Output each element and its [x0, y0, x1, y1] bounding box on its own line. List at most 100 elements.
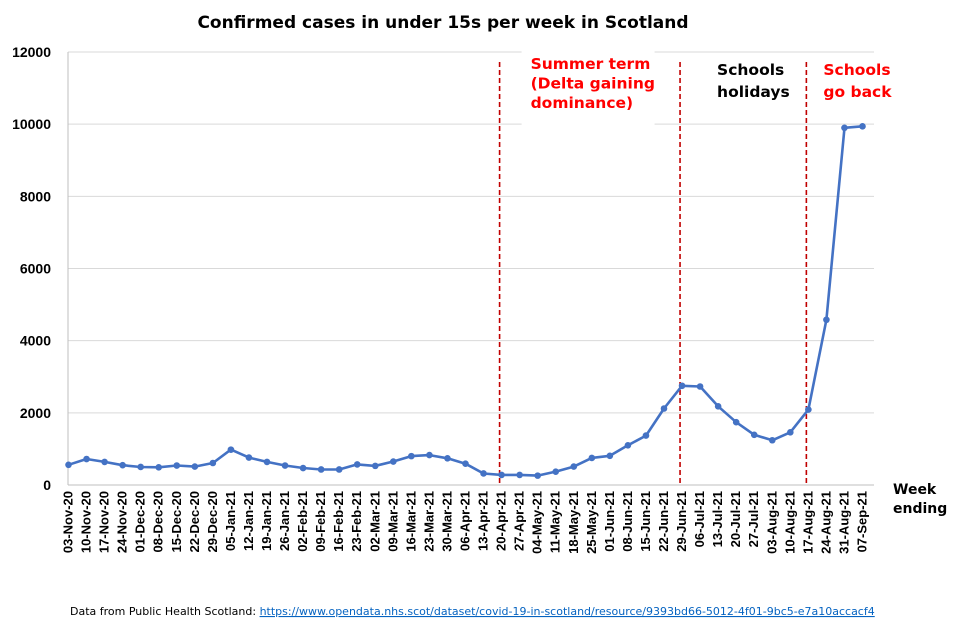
data-point	[570, 463, 578, 470]
annotation-background	[521, 50, 655, 127]
chart-title: Confirmed cases in under 15s per week in…	[197, 13, 688, 33]
data-point	[859, 123, 866, 130]
data-point	[137, 463, 144, 471]
x-tick-label: 31-Aug-21	[836, 491, 851, 554]
x-tick-label: 09-Feb-21	[313, 491, 328, 552]
data-point	[841, 124, 848, 132]
x-tick-label: 06-Jul-21	[692, 491, 707, 547]
x-tick-label: 03-Aug-21	[764, 491, 779, 554]
data-point	[191, 463, 199, 470]
data-point	[498, 471, 505, 479]
data-point	[534, 472, 541, 479]
data-point	[263, 458, 271, 466]
data-point	[335, 466, 343, 473]
x-tick-label: 16-Feb-21	[331, 491, 346, 552]
data-point	[101, 458, 108, 466]
data-point	[83, 455, 90, 463]
y-tick-label: 4000	[20, 333, 51, 349]
data-point	[209, 459, 217, 467]
x-tick-label: 05-Jan-21	[223, 491, 238, 551]
annotation-text: Schools go back	[823, 61, 892, 101]
data-point	[480, 470, 487, 477]
data-point	[768, 436, 776, 444]
x-tick-label: 26-Jan-21	[277, 491, 292, 551]
annotation-line: (Delta gaining	[531, 75, 655, 93]
x-tick-label: 23-Feb-21	[349, 491, 364, 552]
x-tick-label: 09-Mar-21	[385, 491, 400, 552]
x-tick-label: 07-Sep-21	[855, 491, 870, 552]
data-point	[119, 461, 126, 469]
x-tick-label: 20-Jul-21	[728, 491, 743, 547]
x-tick-label: 02-Feb-21	[295, 491, 310, 552]
x-tick-label: 27-Jul-21	[746, 491, 761, 547]
data-point	[732, 418, 740, 426]
data-point	[444, 454, 451, 462]
data-point	[353, 461, 361, 468]
x-tick-label: 03-Nov-20	[61, 491, 76, 553]
annotations: Summer term (Delta gaining dominance) Schoo…	[521, 50, 892, 127]
data-point	[371, 462, 379, 470]
annotation-line: Summer term	[531, 55, 651, 73]
data-point	[281, 462, 289, 469]
data-point	[750, 431, 758, 439]
x-tick-label: 06-Apr-21	[458, 491, 473, 551]
annotation-text: Summer term (Delta gaining dominance)	[531, 55, 655, 112]
x-axis-label-line: Week	[893, 482, 937, 498]
data-point	[588, 454, 596, 462]
data-point	[426, 451, 433, 459]
data-point	[660, 405, 668, 412]
x-tick-label: 22-Jun-21	[656, 491, 671, 552]
annotation-line: Schools	[717, 61, 784, 79]
x-tick-label: 27-Apr-21	[512, 491, 527, 551]
data-point	[155, 464, 163, 471]
source-prefix: Data from Public Health Scotland:	[70, 605, 260, 618]
x-tick-label: 01-Jun-21	[602, 491, 617, 552]
x-tick-label: 24-Aug-21	[818, 491, 833, 554]
data-point	[462, 460, 469, 468]
y-tick-label: 0	[43, 477, 51, 493]
x-tick-label: 08-Jun-21	[620, 491, 635, 552]
data-point	[227, 446, 235, 453]
y-tick-label: 6000	[20, 261, 51, 277]
y-tick-label: 10000	[12, 116, 51, 132]
data-point	[317, 466, 325, 473]
x-tick-label: 11-May-21	[548, 491, 563, 553]
x-axis-label: Week ending	[893, 482, 947, 517]
source-note: Data from Public Health Scotland: https:…	[70, 605, 875, 618]
x-tick-label: 10-Nov-20	[79, 491, 94, 553]
x-tick-label: 17-Nov-20	[97, 491, 112, 553]
annotation-line: holidays	[717, 83, 790, 101]
x-tick-label: 13-Jul-21	[710, 491, 725, 547]
event-markers	[498, 62, 808, 485]
x-tick-label: 24-Nov-20	[115, 491, 130, 553]
data-point	[552, 468, 560, 475]
data-point	[624, 442, 632, 449]
annotation-line: dominance)	[531, 94, 634, 112]
x-tick-label: 29-Jun-21	[674, 491, 689, 552]
x-tick-label: 12-Jan-21	[241, 491, 256, 551]
x-tick-label: 22-Dec-20	[187, 491, 202, 552]
x-tick-label: 19-Jan-21	[259, 491, 274, 551]
x-tick-label: 04-May-21	[530, 491, 545, 554]
data-point	[173, 462, 181, 469]
y-axis-ticks: 0 2000 4000 6000 8000 10000 12000	[12, 44, 51, 493]
x-axis-label-line: ending	[893, 501, 947, 517]
annotation-text: Schools holidays	[717, 61, 790, 101]
x-axis-ticks: 03-Nov-20 10-Nov-20 17-Nov-20 24-Nov-20 01-D…	[61, 491, 870, 554]
data-point	[516, 471, 523, 479]
data-point	[823, 316, 830, 324]
x-tick-label: 15-Dec-20	[169, 491, 184, 552]
x-tick-label: 29-Dec-20	[205, 491, 220, 552]
data-point	[65, 461, 72, 469]
y-tick-label: 2000	[20, 405, 51, 421]
data-point	[606, 452, 614, 460]
x-tick-label: 25-May-21	[584, 491, 599, 554]
source-link[interactable]: https://www.opendata.nhs.scot/dataset/co…	[260, 605, 875, 618]
y-tick-label: 12000	[12, 44, 51, 60]
x-tick-label: 13-Apr-21	[476, 491, 491, 551]
x-tick-label: 17-Aug-21	[800, 491, 815, 554]
x-tick-label: 23-Mar-21	[421, 491, 436, 552]
gridlines	[67, 51, 874, 485]
y-tick-label: 8000	[20, 188, 51, 204]
data-point	[642, 432, 650, 439]
